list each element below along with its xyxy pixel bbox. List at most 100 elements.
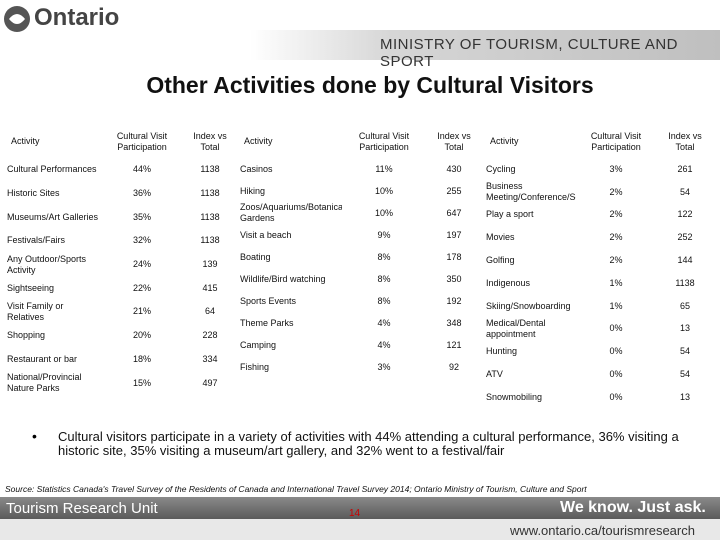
table-row: Festivals/Fairs 32% 1138 — [5, 229, 239, 253]
table-row: Zoos/Aquariums/Botanical Gardens 10% 647 — [238, 202, 482, 224]
activity-cell: Skiing/Snowboarding — [486, 300, 571, 311]
value-cell: 10% — [374, 207, 393, 218]
column-header: Activity — [490, 136, 519, 146]
value-cell: 20% — [132, 330, 151, 341]
value-cell: 192 — [446, 295, 462, 306]
value-cell: 4% — [377, 339, 391, 350]
table-row: Historic Sites 36% 1138 — [5, 182, 239, 206]
value-cell: 92 — [448, 361, 459, 372]
activity-cell: ATV — [486, 369, 503, 380]
value-cell: 1% — [609, 277, 623, 288]
logo-mark — [4, 6, 30, 32]
column-header: Index vs Total — [437, 130, 471, 152]
value-cell: 9% — [377, 229, 391, 240]
table-row: Golfing 2% 144 — [484, 249, 714, 272]
value-cell: 10% — [374, 185, 393, 196]
activity-cell: Hunting — [486, 346, 518, 357]
table-row: Restaurant or bar 18% 334 — [5, 348, 239, 372]
table-row: Boating 8% 178 — [238, 246, 482, 268]
table-row: Visit Family or Relatives 21% 64 — [5, 300, 239, 324]
value-cell: 13 — [679, 391, 690, 402]
column-header: Cultural Visit Participation — [116, 130, 168, 152]
footer-slogan: We know. Just ask. — [560, 499, 706, 516]
ministry-band — [250, 30, 720, 60]
table-row: Snowmobiling 0% 13 — [484, 386, 714, 409]
column-header: Activity — [11, 136, 40, 146]
activity-cell: National/Provincial Nature Parks — [7, 372, 82, 394]
table-row: Visit a beach 9% 197 — [238, 224, 482, 246]
value-cell: 35% — [132, 211, 151, 222]
value-cell: 255 — [446, 185, 462, 196]
value-cell: 54 — [679, 369, 690, 380]
value-cell: 2% — [609, 209, 623, 220]
table-row: Movies 2% 252 — [484, 226, 714, 249]
value-cell: 11% — [375, 163, 393, 174]
activity-cell: Restaurant or bar — [7, 353, 78, 364]
table-row: Skiing/Snowboarding 1% 65 — [484, 295, 714, 318]
value-cell: 1138 — [200, 164, 220, 175]
value-cell: 350 — [446, 273, 462, 284]
activity-cell: Theme Parks — [240, 317, 294, 328]
footer-unit: Tourism Research Unit — [6, 500, 158, 517]
table-row: Camping 4% 121 — [238, 334, 482, 356]
value-cell: 497 — [202, 377, 218, 388]
activity-cell: Shopping — [7, 330, 46, 341]
value-cell: 8% — [377, 295, 391, 306]
value-cell: 121 — [446, 339, 462, 350]
value-cell: 261 — [677, 163, 693, 174]
value-cell: 139 — [202, 259, 218, 270]
activity-cell: Casinos — [240, 163, 273, 174]
table-row: Any Outdoor/Sports Activity 24% 139 — [5, 253, 239, 277]
table-row: ATV 0% 54 — [484, 363, 714, 386]
activity-cell: Hiking — [240, 185, 266, 196]
value-cell: 22% — [132, 282, 151, 293]
data-table: Activity Cultural Visit Participation Inde… — [5, 125, 239, 395]
activity-cell: Play a sport — [486, 209, 534, 220]
column-header: Index vs Total — [668, 130, 702, 152]
column-header: Activity — [244, 136, 273, 146]
activity-cell: Medical/Dental appointment — [486, 317, 546, 339]
ministry: MINISTRY OF TOURISM, CULTURE AND SPORT — [380, 36, 678, 70]
value-cell: 348 — [446, 317, 462, 328]
value-cell: 44% — [132, 164, 151, 175]
value-cell: 4% — [377, 317, 391, 328]
value-cell: 21% — [132, 306, 151, 317]
value-cell: 64 — [204, 306, 215, 317]
table-row: Cycling 3% 261 — [484, 158, 714, 181]
value-cell: 1% — [609, 300, 623, 311]
value-cell: 1138 — [200, 211, 220, 222]
value-cell: 54 — [679, 186, 690, 197]
value-cell: 32% — [132, 235, 151, 246]
activity-cell: Festivals/Fairs — [7, 235, 66, 246]
value-cell: 647 — [446, 207, 462, 218]
table-row: Museums/Art Galleries 35% 1138 — [5, 205, 239, 229]
activity-cell: Visit a beach — [240, 229, 292, 240]
footer-bar — [0, 497, 720, 519]
column-header: Index vs Total — [193, 130, 227, 152]
value-cell: 2% — [609, 232, 623, 243]
value-cell: 430 — [446, 163, 462, 174]
activity-cell: Business Meeting/Conference/Seminar — [486, 181, 576, 203]
table-row: Fishing 3% 92 — [238, 356, 482, 378]
data-table: Activity Cultural Visit Participation Inde… — [238, 125, 482, 378]
value-cell: 8% — [377, 273, 391, 284]
value-cell: 2% — [609, 186, 623, 197]
table-row: Theme Parks 4% 348 — [238, 312, 482, 334]
table-row: Medical/Dental appointment 0% 13 — [484, 318, 714, 341]
activity-cell: Zoos/Aquariums/Botanical Gardens — [240, 202, 342, 223]
title: Other Activities done by Cultural Visito… — [146, 72, 594, 98]
page-number: 14 — [349, 508, 361, 519]
activity-cell: Indigenous — [486, 277, 531, 288]
activity-cell: Cultural Performances — [7, 164, 97, 175]
activity-cell: Golfing — [486, 255, 515, 266]
value-cell: 15% — [132, 377, 151, 388]
value-cell: 1138 — [200, 188, 220, 199]
value-cell: 3% — [609, 163, 623, 174]
table-row: Casinos 11% 430 — [238, 158, 482, 180]
value-cell: 0% — [609, 369, 623, 380]
activity-cell: Fishing — [240, 361, 270, 372]
activity-cell: Snowmobiling — [486, 391, 543, 402]
table-row: Wildlife/Bird watching 8% 350 — [238, 268, 482, 290]
value-cell: 144 — [677, 255, 693, 266]
